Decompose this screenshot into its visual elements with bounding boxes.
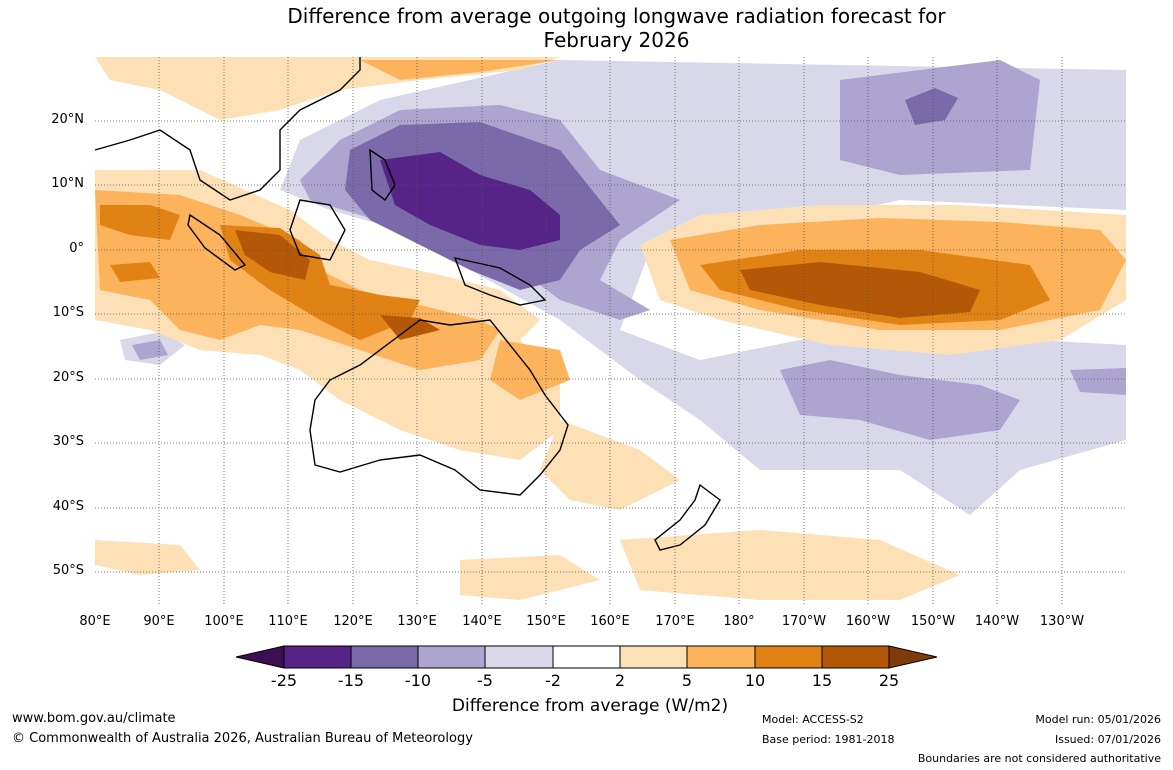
sumatra-coastline [187, 213, 247, 271]
colorbar-swatch-5 [552, 645, 621, 669]
colorbar-swatch-3 [417, 645, 486, 669]
title-line-2: February 2026 [543, 28, 690, 52]
lon-label-150w: 150°W [910, 614, 956, 629]
lat-label-10s: 10°S [52, 305, 84, 320]
anomaly-region-strong-positive-west-2 [110, 262, 160, 282]
disclaimer-text: Boundaries are not considered authoritat… [917, 752, 1161, 765]
colorbar-label-minus-15: -15 [337, 671, 365, 690]
anomaly-region-strong-negative [380, 152, 560, 250]
anomaly-region-light-positive-south-3 [620, 530, 960, 600]
philippines-coastline [369, 148, 396, 202]
colorbar [235, 645, 938, 669]
colorbar-swatch-2 [350, 645, 419, 669]
lon-label-150e: 150°E [526, 614, 566, 629]
lon-label-140e: 140°E [462, 614, 502, 629]
lat-label-20n: 20°N [51, 112, 84, 127]
lon-label-160e: 160°E [590, 614, 630, 629]
colorbar-swatch-1 [283, 645, 352, 669]
lon-label-160w: 160°W [845, 614, 891, 629]
colorbar-label-minus-2: -2 [545, 671, 561, 690]
anomaly-region-light-positive-south [95, 540, 200, 575]
lon-label-80e: 80°E [79, 614, 111, 629]
lon-label-110e: 110°E [268, 614, 308, 629]
anomaly-region-extreme-positive-maritime [235, 230, 310, 280]
anomaly-region-light-positive-south-2 [460, 555, 600, 600]
anomaly-region-medium-negative-5 [1070, 368, 1126, 395]
new-zealand-coastline [654, 483, 721, 551]
colorbar-label-5: 5 [681, 671, 693, 690]
lon-label-140w: 140°W [974, 614, 1020, 629]
australia-coastline [309, 319, 569, 496]
colorbar-label-15: 15 [811, 671, 833, 690]
lat-label-40s: 40°S [52, 499, 84, 514]
title-line-1: Difference from average outgoing longwav… [287, 4, 946, 28]
colorbar-label-25: 25 [878, 671, 900, 690]
base-period-text: Base period: 1981-2018 [762, 733, 895, 746]
website-link[interactable]: www.bom.gov.au/climate [12, 711, 176, 726]
model-run-text: Model run: 05/01/2026 [1035, 713, 1161, 726]
lat-label-50s: 50°S [52, 563, 84, 578]
colorbar-swatch-6 [619, 645, 688, 669]
lon-label-100e: 100°E [204, 614, 244, 629]
chart-title: Difference from average outgoing longwav… [0, 4, 1173, 52]
colorbar-swatch-8 [754, 645, 823, 669]
lon-label-170w: 170°W [781, 614, 827, 629]
colorbar-label-minus-25: -25 [270, 671, 298, 690]
anomaly-region-medium-positive-north [360, 60, 560, 80]
anomaly-shading [95, 57, 1126, 604]
colorbar-title: Difference from average (W/m2) [451, 696, 729, 716]
new-guinea-coastline [453, 257, 547, 306]
colorbar-extend-low [235, 645, 285, 669]
colorbar-label-10: 10 [744, 671, 766, 690]
colorbar-label-minus-10: -10 [404, 671, 432, 690]
colorbar-swatch-9 [821, 645, 890, 669]
colorbar-label-2: 2 [614, 671, 626, 690]
lon-label-120e: 120°E [333, 614, 373, 629]
lat-label-20s: 20°S [52, 370, 84, 385]
issued-text: Issued: 07/01/2026 [1054, 733, 1161, 746]
anomaly-region-dark-negative-2 [905, 88, 958, 125]
anomaly-region-medium-negative-3 [780, 360, 1020, 440]
lon-label-90e: 90°E [143, 614, 175, 629]
colorbar-swatch-4 [484, 645, 554, 669]
coastlines [94, 57, 721, 551]
anomaly-region-strong-positive-west [100, 205, 180, 240]
gridlines [95, 57, 1126, 604]
colorbar-label-minus-5: -5 [477, 671, 493, 690]
lat-label-30s: 30°S [52, 434, 84, 449]
lon-label-130w: 130°W [1039, 614, 1085, 629]
model-text: Model: ACCESS-S2 [762, 713, 864, 726]
lat-label-equator: 0° [69, 241, 84, 256]
lon-label-130e: 130°E [397, 614, 437, 629]
colorbar-swatch-7 [686, 645, 756, 669]
anomaly-region-extreme-positive-pacific [740, 262, 980, 318]
lon-label-170e: 170°E [655, 614, 695, 629]
borneo-coastline [289, 199, 346, 261]
lon-label-180: 180° [723, 614, 755, 629]
copyright-text: © Commonwealth of Australia 2026, Austra… [12, 731, 473, 746]
asia-coastline [94, 57, 361, 201]
colorbar-extend-high [888, 645, 938, 669]
lat-label-10n: 10°N [51, 176, 84, 191]
